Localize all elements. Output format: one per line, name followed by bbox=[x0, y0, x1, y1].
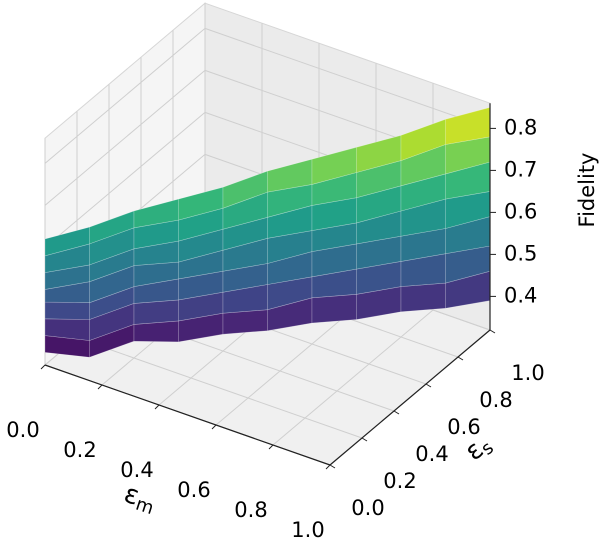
grid-line bbox=[44, 28, 206, 164]
x-tick-label: 0.2 bbox=[63, 438, 96, 462]
surface-patch bbox=[400, 282, 446, 313]
z-tick-label: 0.6 bbox=[504, 199, 537, 223]
surface-patch bbox=[311, 293, 357, 324]
y-tick-label: 0.8 bbox=[479, 388, 512, 412]
y-tick bbox=[361, 437, 368, 442]
z-tick-label: 0.5 bbox=[504, 241, 537, 265]
surface-patch bbox=[133, 299, 179, 325]
x-tick bbox=[268, 444, 274, 450]
z-axis-label: Fidelity bbox=[575, 153, 599, 228]
y-tick bbox=[489, 329, 496, 334]
grid-line bbox=[44, 70, 206, 206]
surface-patch bbox=[222, 309, 268, 335]
grid-line bbox=[272, 309, 434, 446]
z-tick-label: 0.8 bbox=[504, 115, 537, 139]
x-tick-label: 0.8 bbox=[234, 498, 267, 522]
x-axis-label: εm bbox=[120, 478, 160, 519]
x-tick bbox=[40, 364, 46, 370]
grid-line bbox=[204, 27, 491, 129]
y-tick bbox=[425, 383, 432, 388]
surface-patch bbox=[44, 301, 90, 320]
z-tick-label: 0.4 bbox=[504, 283, 537, 307]
z-tick-label: 0.7 bbox=[504, 157, 537, 181]
x-tick bbox=[211, 424, 217, 430]
y-tick bbox=[457, 356, 464, 361]
y-tick-label: 0.4 bbox=[415, 442, 448, 466]
y-tick-label: 1.0 bbox=[511, 361, 544, 385]
y-tick-label: 0.6 bbox=[447, 415, 480, 439]
x-tick-label: 0.4 bbox=[120, 458, 153, 482]
x-tick-label: 0.0 bbox=[6, 418, 39, 442]
y-tick bbox=[393, 410, 400, 415]
x-axis-line bbox=[44, 364, 331, 466]
x-tick bbox=[154, 404, 160, 410]
y-tick-label: 0.0 bbox=[351, 496, 384, 520]
y-tick bbox=[329, 464, 336, 469]
y-axis-line bbox=[329, 329, 491, 466]
x-tick bbox=[325, 464, 331, 470]
grid-line bbox=[76, 337, 363, 439]
x-label-subscript: m bbox=[133, 494, 156, 519]
surface bbox=[44, 107, 491, 358]
y-tick-label: 0.2 bbox=[383, 469, 416, 493]
x-tick-label: 0.6 bbox=[177, 478, 210, 502]
axes: 0.0 0.2 0.4 0.6 0.8 1.0 0.0 0.2 0.4 0.6 0.8 1.0 0.4 0… bbox=[6, 103, 545, 540]
x-tick bbox=[97, 384, 103, 390]
x-tick-label: 1.0 bbox=[291, 518, 324, 540]
grid-line bbox=[44, 112, 206, 248]
